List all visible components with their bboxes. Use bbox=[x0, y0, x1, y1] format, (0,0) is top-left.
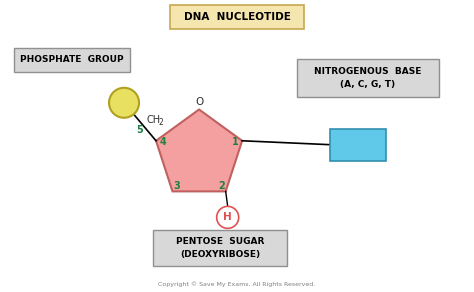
FancyBboxPatch shape bbox=[153, 230, 287, 266]
Text: H: H bbox=[223, 212, 232, 223]
FancyBboxPatch shape bbox=[330, 129, 386, 161]
Text: Copyright © Save My Exams. All Rights Reserved.: Copyright © Save My Exams. All Rights Re… bbox=[158, 281, 316, 287]
Text: O: O bbox=[195, 96, 203, 107]
Text: 3: 3 bbox=[173, 181, 180, 191]
FancyBboxPatch shape bbox=[297, 59, 439, 97]
Circle shape bbox=[217, 206, 239, 228]
Text: DNA  NUCLEOTIDE: DNA NUCLEOTIDE bbox=[183, 12, 291, 22]
Text: CH: CH bbox=[146, 115, 160, 125]
Circle shape bbox=[109, 88, 139, 118]
Text: 2: 2 bbox=[219, 181, 225, 191]
FancyBboxPatch shape bbox=[14, 48, 130, 72]
Text: 2: 2 bbox=[158, 118, 163, 127]
Text: 4: 4 bbox=[160, 137, 166, 147]
Text: NITROGENOUS  BASE
(A, C, G, T): NITROGENOUS BASE (A, C, G, T) bbox=[314, 67, 422, 89]
Polygon shape bbox=[156, 110, 242, 191]
FancyBboxPatch shape bbox=[170, 5, 304, 29]
Text: 1: 1 bbox=[232, 137, 238, 147]
Text: 5: 5 bbox=[136, 125, 143, 135]
Text: PENTOSE  SUGAR
(DEOXYRIBOSE): PENTOSE SUGAR (DEOXYRIBOSE) bbox=[176, 237, 264, 259]
Text: PHOSPHATE  GROUP: PHOSPHATE GROUP bbox=[20, 55, 124, 65]
